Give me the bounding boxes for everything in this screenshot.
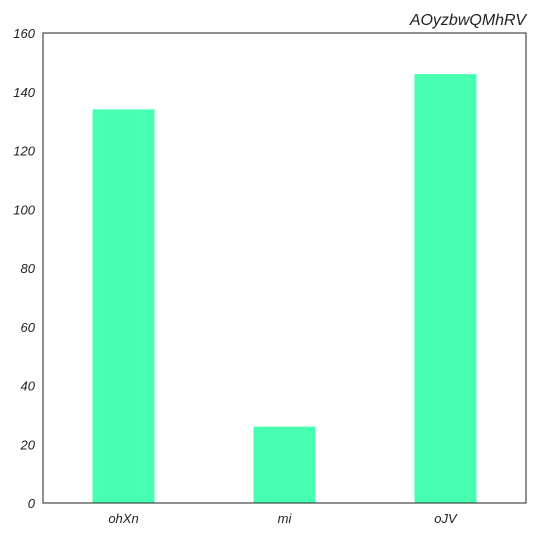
y-tick-label: 160 <box>13 26 35 41</box>
bar-mi <box>253 426 316 503</box>
bar-oJV <box>414 74 477 503</box>
plot-frame <box>42 32 527 504</box>
chart-title: AOyzbwQMhRV <box>409 12 528 29</box>
x-tick-label: ohXn <box>108 511 138 526</box>
plot-area: 0 20 40 60 80 100 120 140 160 ohXn mi oJV <box>13 26 477 526</box>
x-tick-label: mi <box>278 511 293 526</box>
y-tick-label: 80 <box>21 261 36 276</box>
bar-ohXn <box>92 109 155 503</box>
x-tick-label: oJV <box>434 511 458 526</box>
y-tick-label: 0 <box>28 496 36 511</box>
y-tick-label: 20 <box>20 437 36 452</box>
y-tick-label: 60 <box>21 320 36 335</box>
y-tick-label: 100 <box>13 202 35 217</box>
y-tick-label: 140 <box>13 85 35 100</box>
y-tick-label: 40 <box>21 379 36 394</box>
y-tick-label: 120 <box>13 144 35 159</box>
